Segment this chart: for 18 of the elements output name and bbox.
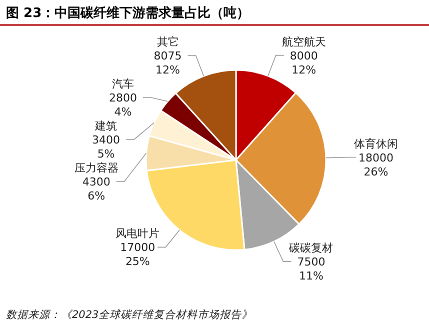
slice-label: 碳碳复材 [288,242,334,255]
data-label: 17000 25% [120,241,156,268]
source-note: 数据来源：《2023全球碳纤维复合材料市场报告》 [6,309,253,321]
data-label: 8000 12% [290,49,318,76]
slice-label: 汽车 [112,77,134,90]
slice-label: 航空航天 [282,35,326,48]
slice-label: 压力容器 [74,161,118,174]
data-label: 8075 12% [154,49,182,76]
slice-label: 体育休闲 [354,137,398,150]
chart-title: 图 23：中国碳纤维下游需求量占比（吨） [6,5,250,21]
slice-label: 建筑 [94,119,118,132]
data-label: 7500 11% [297,256,326,283]
data-label: 3400 5% [92,133,120,160]
data-label: 18000 26% [358,151,394,178]
data-label: 4300 6% [82,175,110,202]
data-label: 2800 4% [108,91,137,118]
slice-label: 其它 [156,35,179,48]
slice-label: 风电叶片 [116,227,160,240]
